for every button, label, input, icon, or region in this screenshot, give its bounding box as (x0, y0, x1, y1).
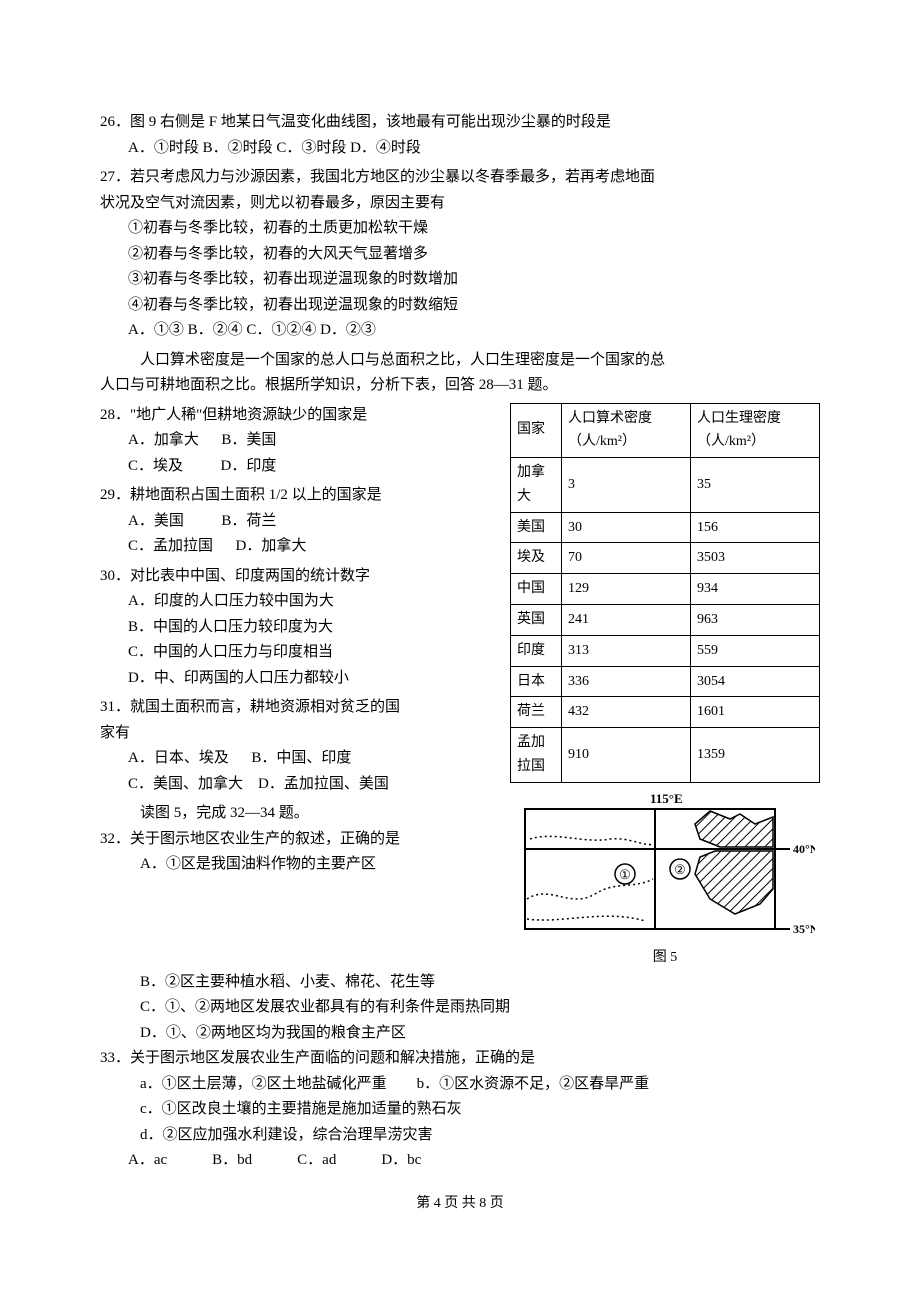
q27-choice-1: ①初春与冬季比较，初春的土质更加松软干燥 (100, 216, 820, 242)
left-column: 28．"地广人稀"但耕地资源缺少的国家是 A．加拿大 B．美国 C．埃及 D．印… (100, 403, 498, 970)
map-lat-40: 40°N (793, 842, 815, 856)
q27-choice-3: ③初春与冬季比较，初春出现逆温现象的时数增加 (100, 267, 820, 293)
question-33: 33．关于图示地区发展农业生产面临的问题和解决措施，正确的是 a．①区土层薄，②… (100, 1046, 820, 1174)
q32-opt-d: D．①、②两地区均为我国的粮食主产区 (100, 1021, 820, 1047)
q33-stem: 33．关于图示地区发展农业生产面临的问题和解决措施，正确的是 (100, 1046, 820, 1072)
question-31: 31．就国土面积而言，耕地资源相对贫乏的国 家有 A．日本、埃及 B．中国、印度… (100, 695, 498, 797)
map-figure: 115°E ① ② (510, 789, 820, 970)
q29-opt-c: C．孟加拉国 (128, 538, 213, 554)
intro-line2: 人口与可耕地面积之比。根据所学知识，分析下表，回答 28—31 题。 (100, 373, 820, 399)
q33-a: a．①区土层薄，②区土地盐碱化严重 (140, 1076, 387, 1092)
table-row: 加拿大335 (511, 458, 820, 513)
question-26: 26．图 9 右侧是 F 地某日气温变化曲线图，该地最有可能出现沙尘暴的时段是 … (100, 110, 820, 161)
q33-line-ab: a．①区土层薄，②区土地盐碱化严重 b．①区水资源不足，②区春旱严重 (100, 1072, 820, 1098)
q31-opt-a: A．日本、埃及 (128, 750, 229, 766)
two-column-layout: 28．"地广人稀"但耕地资源缺少的国家是 A．加拿大 B．美国 C．埃及 D．印… (100, 403, 820, 970)
table-row: 中国129934 (511, 574, 820, 605)
table-row: 埃及703503 (511, 543, 820, 574)
q26-stem: 26．图 9 右侧是 F 地某日气温变化曲线图，该地最有可能出现沙尘暴的时段是 (100, 110, 820, 136)
question-30: 30．对比表中中国、印度两国的统计数字 A．印度的人口压力较中国为大 B．中国的… (100, 564, 498, 692)
table-row: 英国241963 (511, 605, 820, 636)
q31-opts-row1: A．日本、埃及 B．中国、印度 (100, 746, 498, 772)
q28-opt-a: A．加拿大 (128, 432, 199, 448)
q27-choice-2: ②初春与冬季比较，初春的大风天气显著增多 (100, 242, 820, 268)
map-region-2: ② (674, 862, 686, 877)
page: 26．图 9 右侧是 F 地某日气温变化曲线图，该地最有可能出现沙尘暴的时段是 … (0, 0, 920, 1302)
table-row: 孟加拉国9101359 (511, 728, 820, 783)
q27-options: A．①③ B．②④ C．①②④ D．②③ (100, 318, 820, 344)
q26-options: A．①时段 B．②时段 C．③时段 D．④时段 (100, 136, 820, 162)
table-row: 日本3363054 (511, 666, 820, 697)
th-country: 国家 (511, 403, 562, 458)
q27-stem-line2: 状况及空气对流因素，则尤以初春最多，原因主要有 (100, 191, 820, 217)
q31-opt-d: D．孟加拉国、美国 (258, 776, 389, 792)
q29-opt-b: B．荷兰 (221, 513, 276, 529)
q28-opt-d: D．印度 (221, 458, 277, 474)
q29-opt-a: A．美国 (128, 513, 184, 529)
q28-stem: 28．"地广人稀"但耕地资源缺少的国家是 (100, 403, 498, 429)
table-row: 印度313559 (511, 635, 820, 666)
right-column: 国家 人口算术密度（人/km²） 人口生理密度（人/km²） 加拿大335 美国… (510, 403, 820, 970)
question-28: 28．"地广人稀"但耕地资源缺少的国家是 A．加拿大 B．美国 C．埃及 D．印… (100, 403, 498, 480)
q27-choice-4: ④初春与冬季比较，初春出现逆温现象的时数缩短 (100, 293, 820, 319)
q29-opts-row2: C．孟加拉国 D．加拿大 (100, 534, 498, 560)
map-top-label: 115°E (650, 791, 683, 806)
q31-stem-line1: 31．就国土面积而言，耕地资源相对贫乏的国 (100, 695, 498, 721)
q32-opt-a: A．①区是我国油料作物的主要产区 (100, 852, 498, 878)
q33-options: A．ac B．bd C．ad D．bc (100, 1148, 820, 1174)
q28-opts-row1: A．加拿大 B．美国 (100, 428, 498, 454)
q29-opt-d: D．加拿大 (236, 538, 307, 554)
q29-stem: 29．耕地面积占国土面积 1/2 以上的国家是 (100, 483, 498, 509)
question-27: 27．若只考虑风力与沙源因素，我国北方地区的沙尘暴以冬春季最多，若再考虑地面 状… (100, 165, 820, 344)
map-lat-35: 35°N (793, 922, 815, 936)
q33-b: b．①区水资源不足，②区春旱严重 (417, 1076, 650, 1092)
population-density-table: 国家 人口算术密度（人/km²） 人口生理密度（人/km²） 加拿大335 美国… (510, 403, 820, 783)
intro-line1: 人口算术密度是一个国家的总人口与总面积之比，人口生理密度是一个国家的总 (100, 348, 820, 374)
q32-stem: 32．关于图示地区农业生产的叙述，正确的是 (100, 827, 498, 853)
intro-32-34: 读图 5，完成 32—34 题。 (100, 801, 498, 827)
th-arith: 人口算术密度（人/km²） (562, 403, 691, 458)
page-footer: 第 4 页 共 8 页 (100, 1192, 820, 1216)
table-header-row: 国家 人口算术密度（人/km²） 人口生理密度（人/km²） (511, 403, 820, 458)
q31-stem-line2: 家有 (100, 721, 498, 747)
q30-stem: 30．对比表中中国、印度两国的统计数字 (100, 564, 498, 590)
q33-c: c．①区改良土壤的主要措施是施加适量的熟石灰 (100, 1097, 820, 1123)
table-row: 荷兰4321601 (511, 697, 820, 728)
th-physio: 人口生理密度（人/km²） (690, 403, 819, 458)
q32-opt-b: B．②区主要种植水稻、小麦、棉花、花生等 (100, 970, 820, 996)
q31-opts-row2: C．美国、加拿大 D．孟加拉国、美国 (100, 772, 498, 798)
q30-opt-c: C．中国的人口压力与印度相当 (100, 640, 498, 666)
table-row: 美国30156 (511, 512, 820, 543)
q33-d: d．②区应加强水利建设，综合治理旱涝灾害 (100, 1123, 820, 1149)
q30-opt-d: D．中、印两国的人口压力都较小 (100, 666, 498, 692)
question-29: 29．耕地面积占国土面积 1/2 以上的国家是 A．美国 B．荷兰 C．孟加拉国… (100, 483, 498, 560)
q28-opts-row2: C．埃及 D．印度 (100, 454, 498, 480)
q28-opt-b: B．美国 (221, 432, 276, 448)
map-icon: 115°E ① ② (515, 789, 815, 944)
intro-28-31: 人口算术密度是一个国家的总人口与总面积之比，人口生理密度是一个国家的总 人口与可… (100, 348, 820, 399)
q32-opt-c: C．①、②两地区发展农业都具有的有利条件是雨热同期 (100, 995, 820, 1021)
map-caption: 图 5 (510, 946, 820, 970)
q31-opt-c: C．美国、加拿大 (128, 776, 243, 792)
q30-opt-a: A．印度的人口压力较中国为大 (100, 589, 498, 615)
q29-opts-row1: A．美国 B．荷兰 (100, 509, 498, 535)
q30-opt-b: B．中国的人口压力较印度为大 (100, 615, 498, 641)
map-region-1: ① (619, 867, 631, 882)
q27-stem-line1: 27．若只考虑风力与沙源因素，我国北方地区的沙尘暴以冬春季最多，若再考虑地面 (100, 165, 820, 191)
q31-opt-b: B．中国、印度 (251, 750, 351, 766)
q28-opt-c: C．埃及 (128, 458, 183, 474)
